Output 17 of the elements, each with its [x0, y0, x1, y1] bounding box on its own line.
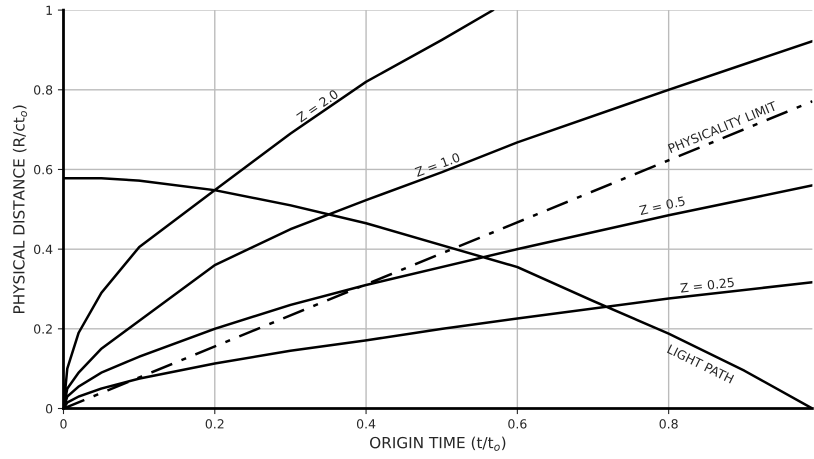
- x-axis-title: ORIGIN TIME (t/t$_{o}$): [370, 436, 506, 451]
- x-tick-label: 0: [60, 419, 67, 429]
- x-tick-label: 0.2: [206, 419, 224, 429]
- text: Z = 1.0: [414, 152, 460, 177]
- y-tick-label: 0.8: [34, 85, 52, 95]
- x-tick-label: 0.6: [508, 419, 527, 429]
- y-tick-label: 0.6: [34, 164, 52, 174]
- x-tick-label: 0.8: [660, 419, 678, 429]
- text: Z = 2.0: [296, 89, 339, 123]
- y-axis-title: PHYSICAL DISTANCE (R/ct$_{o}$): [12, 106, 28, 313]
- text: Z = 0.25: [680, 277, 734, 293]
- text: Z = 0.5: [639, 196, 686, 216]
- y-tick-label: 0.2: [34, 324, 52, 334]
- y-tick-label: 0.4: [34, 244, 52, 254]
- x-tick-label: 0.4: [356, 419, 376, 429]
- y-tick-label: 0: [46, 404, 52, 414]
- y-tick-label: 1: [46, 6, 52, 15]
